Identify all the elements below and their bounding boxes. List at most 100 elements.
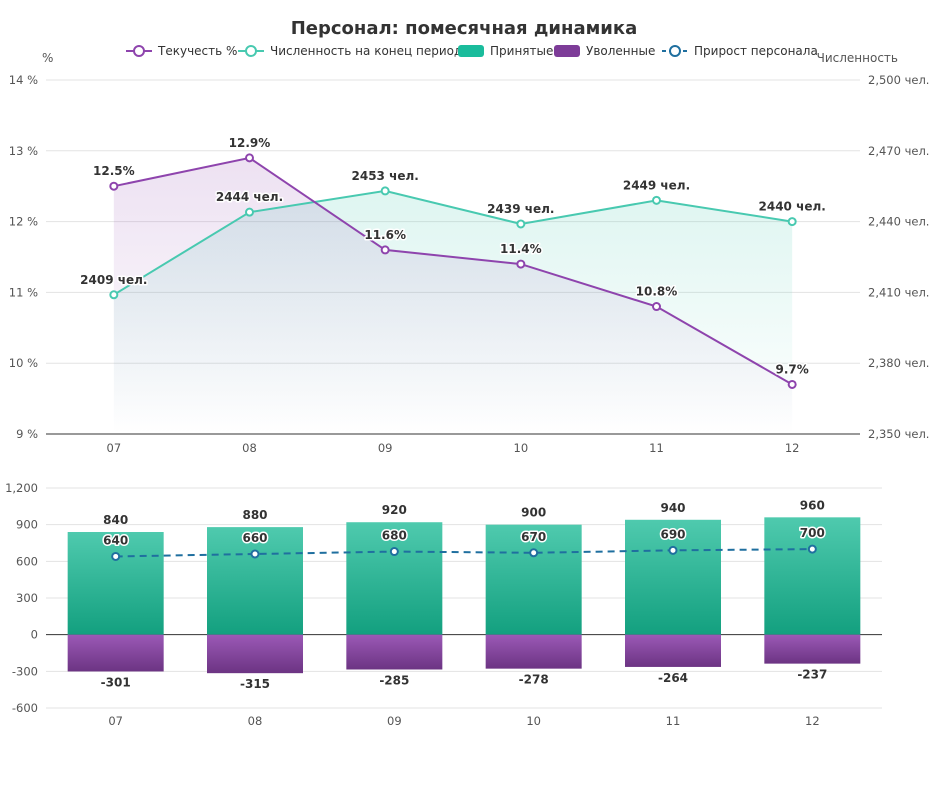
headcount-data-label: 2440 чел. (759, 200, 826, 214)
growth-data-label: 680 (382, 529, 407, 543)
top-x-tick-label: 07 (107, 441, 122, 455)
headcount-point (109, 290, 119, 300)
hired-bar (67, 532, 164, 635)
headcount-data-label: 2409 чел. (80, 273, 147, 287)
turnover-data-label: 11.4% (500, 242, 542, 256)
headcount-point (380, 186, 390, 196)
left-tick-label: 14 % (9, 73, 38, 87)
turnover-point (380, 245, 390, 255)
growth-point (250, 549, 260, 559)
turnover-data-label: 12.9% (229, 136, 271, 150)
hired-bar (764, 517, 861, 635)
fired-bar (67, 634, 164, 672)
bottom-chart-bars (67, 517, 861, 674)
legend-item-0-label: Текучесть % (157, 44, 237, 58)
headcount-point (245, 207, 254, 217)
turnover-point (245, 153, 254, 163)
turnover-data-label: 12.5% (93, 164, 135, 178)
turnover-data-label: 11.6% (364, 228, 406, 242)
chart-title: Персонал: помесячная динамика (291, 18, 638, 39)
hired-data-label: 960 (800, 498, 825, 512)
fired-bar (764, 634, 861, 664)
growth-data-label: 670 (521, 530, 546, 544)
legend-item-3-swatch (554, 45, 580, 57)
turnover-line (113, 156, 793, 386)
fired-data-label: -264 (658, 671, 688, 685)
turnover-point (787, 379, 797, 389)
hired-data-label: 920 (382, 503, 407, 517)
left-tick-label: 11 % (9, 285, 38, 299)
bottom-x-tick-label: 08 (248, 714, 263, 728)
growth-point (111, 551, 121, 561)
right-tick-label: 2,380 чел. (868, 356, 929, 370)
bottom-y-tick-label: 0 (31, 628, 38, 642)
left-tick-label: 12 % (9, 215, 38, 229)
growth-line (115, 548, 813, 558)
growth-data-label: 660 (242, 531, 267, 545)
right-tick-label: 2,470 чел. (868, 144, 929, 158)
left-axis-title: % (42, 51, 53, 65)
bottom-x-tick-label: 11 (666, 714, 681, 728)
bottom-x-tick-label: 12 (805, 714, 820, 728)
legend-item-3-label: Уволенные (586, 44, 655, 58)
legend-item-2-label: Принятые (490, 44, 553, 58)
legend-item-1-marker (245, 45, 257, 57)
right-tick-label: 2,440 чел. (868, 215, 929, 229)
left-tick-label: 9 % (16, 427, 38, 441)
right-tick-label: 2,500 чел. (868, 73, 929, 87)
bottom-x-tick-label: 07 (108, 714, 123, 728)
bottom-y-tick-label: 900 (16, 518, 38, 532)
headcount-point (787, 217, 797, 227)
top-chart-areas (113, 157, 793, 434)
hired-bar (485, 524, 582, 635)
headcount-data-label: 2453 чел. (352, 169, 419, 183)
hired-data-label: 900 (521, 506, 546, 520)
hired-bar (207, 527, 303, 635)
bottom-y-tick-label: 600 (16, 554, 38, 568)
fired-data-label: -278 (519, 673, 549, 687)
growth-point (389, 547, 399, 557)
turnover-data-label: 9.7% (776, 362, 809, 376)
right-tick-label: 2,410 чел. (868, 285, 929, 299)
hired-bar (346, 522, 443, 635)
left-tick-label: 13 % (9, 144, 38, 158)
growth-point (807, 544, 817, 554)
legend: Текучесть % Численность на конец периода П… (126, 44, 818, 58)
top-x-tick-label: 10 (514, 441, 529, 455)
growth-data-label: 690 (660, 527, 685, 541)
turnover-point (516, 259, 526, 269)
top-x-tick-label: 12 (785, 441, 800, 455)
legend-item-1-label: Численность на конец периода (270, 44, 470, 58)
fired-data-label: -301 (101, 675, 131, 689)
headcount-point (516, 219, 526, 229)
headcount-data-label: 2444 чел. (216, 190, 283, 204)
top-chart-labels: 12.5% 12.9% 11.6% 11.4% 10.8% 9.7% 2409 чел. 24… (79, 134, 828, 378)
top-x-tick-label: 08 (242, 441, 257, 455)
turnover-data-label: 10.8% (636, 285, 678, 299)
turnover-point (652, 302, 661, 312)
legend-item-4-marker (669, 45, 681, 57)
fired-data-label: -237 (797, 668, 827, 682)
growth-data-label: 700 (800, 526, 825, 540)
bottom-chart-grid: -600 -300 0 300 600 900 1,200 07 08 09 10 11 12 (5, 481, 882, 728)
top-x-tick-label: 09 (378, 441, 393, 455)
bottom-y-tick-label: -600 (12, 701, 38, 715)
right-axis-title: Численность (817, 51, 898, 65)
bottom-x-tick-label: 10 (526, 714, 541, 728)
legend-item-0-marker (133, 45, 145, 57)
fired-bar (207, 634, 303, 674)
hired-data-label: 840 (103, 513, 128, 527)
hired-bar (625, 519, 721, 635)
turnover-area (113, 157, 793, 434)
bottom-y-tick-label: 1,200 (5, 481, 38, 495)
bottom-y-tick-label: 300 (16, 591, 38, 605)
headcount-point (652, 195, 661, 205)
legend-item-2-swatch (458, 45, 484, 57)
fired-bar (485, 634, 582, 669)
hired-data-label: 940 (660, 501, 685, 515)
legend-item-4-label: Прирост персонала (694, 44, 818, 58)
headcount-data-label: 2439 чел. (487, 202, 554, 216)
headcount-data-label: 2449 чел. (623, 178, 690, 192)
fired-bar (346, 634, 443, 670)
